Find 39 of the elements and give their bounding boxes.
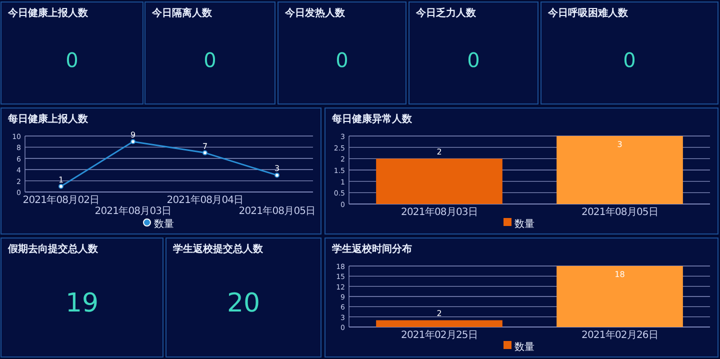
x-tick-label: 2021年08月03日 bbox=[94, 205, 172, 217]
x-tick-label: 2021年08月03日 bbox=[401, 206, 478, 218]
chart-title: 每日健康异常人数 bbox=[331, 113, 413, 125]
legend-label: 数量 bbox=[514, 342, 534, 353]
text: 今日呼吸困难人数 bbox=[547, 7, 629, 19]
data-label: 2 bbox=[436, 148, 442, 157]
x-tick-label: 2021年08月05日 bbox=[582, 206, 658, 218]
data-label: 1 bbox=[58, 175, 64, 184]
point bbox=[130, 139, 136, 144]
x-tick-label: 2021年02月26日 bbox=[582, 329, 658, 341]
point bbox=[274, 172, 280, 178]
legend-label: 数量 bbox=[514, 219, 534, 230]
chart-title: 学生返校时间分布 bbox=[332, 243, 412, 255]
point bbox=[58, 184, 64, 189]
text: 0 bbox=[204, 48, 216, 72]
legend-label: 数量 bbox=[154, 219, 174, 230]
text: 今日发热人数 bbox=[284, 7, 346, 19]
data-label: 18 bbox=[614, 270, 625, 279]
x-tick-label: 2021年02月25日 bbox=[401, 329, 478, 341]
text: 0 bbox=[467, 48, 480, 72]
text: 0 bbox=[66, 48, 78, 72]
text: 今日健康上报人数 bbox=[7, 7, 89, 19]
text: 0 bbox=[623, 48, 636, 72]
text: 20 bbox=[226, 288, 260, 318]
data-label: 3 bbox=[274, 164, 280, 174]
x-tick-label: 2021年08月04日 bbox=[166, 194, 244, 206]
text: 假期去向提交总人数 bbox=[7, 243, 99, 255]
x-tick-label: 2021年08月02日 bbox=[22, 194, 100, 206]
point bbox=[202, 150, 208, 156]
data-label: 3 bbox=[617, 140, 622, 149]
data-label: 2 bbox=[436, 309, 442, 318]
x-tick-label: 2021年08月05日 bbox=[238, 205, 316, 217]
text: 今日乏力人数 bbox=[415, 7, 477, 19]
text: 学生返校提交总人数 bbox=[173, 243, 264, 255]
data-label: 7 bbox=[202, 142, 208, 151]
data-label: 9 bbox=[130, 130, 136, 140]
text: 今日隔离人数 bbox=[151, 7, 213, 19]
chart-title: 每日健康上报人数 bbox=[7, 113, 89, 125]
text: 19 bbox=[65, 288, 99, 318]
